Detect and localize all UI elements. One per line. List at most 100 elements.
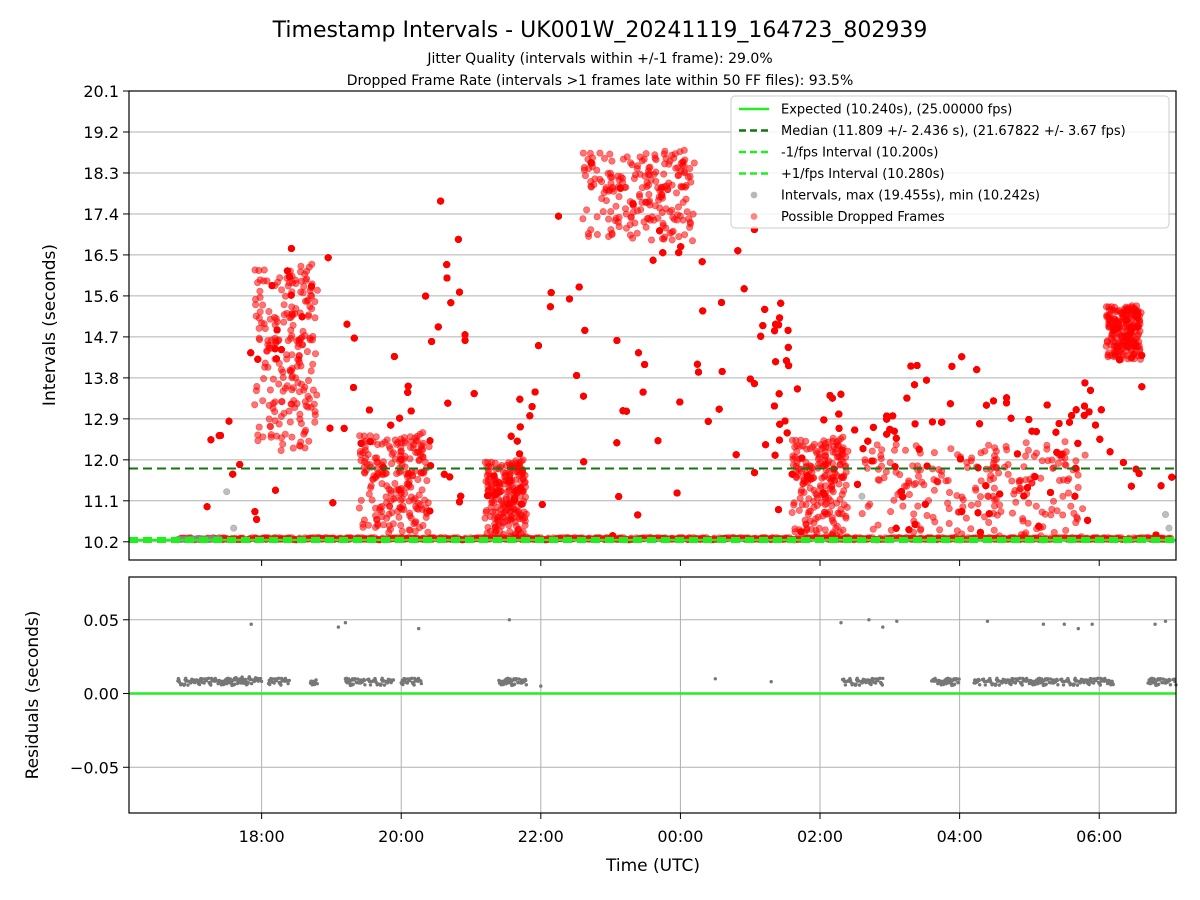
- interval-point: [296, 415, 304, 423]
- interval-point: [454, 235, 462, 243]
- interval-point: [407, 483, 415, 491]
- chart-subtitle-dropped: Dropped Frame Rate (intervals >1 frames …: [347, 73, 854, 89]
- interval-point: [443, 261, 451, 269]
- interval-point: [1085, 408, 1093, 416]
- interval-point: [513, 437, 521, 445]
- interval-point: [771, 327, 779, 335]
- interval-point: [784, 326, 792, 334]
- interval-point: [776, 314, 784, 322]
- interval-point: [263, 277, 271, 285]
- interval-point: [390, 352, 398, 360]
- interval-point: [266, 386, 274, 394]
- interval-point: [715, 405, 723, 413]
- interval-point: [304, 403, 312, 411]
- interval-point: [565, 295, 573, 303]
- interval-point: [356, 450, 364, 458]
- interval-point: [1087, 386, 1095, 394]
- interval-point: [255, 423, 263, 431]
- interval-point: [528, 403, 536, 411]
- interval-point: [297, 262, 305, 270]
- interval-point: [391, 479, 399, 487]
- interval-point: [280, 301, 288, 309]
- interval-point: [395, 513, 403, 521]
- interval-point: [759, 322, 767, 330]
- interval-point: [303, 275, 311, 283]
- interval-point: [279, 440, 287, 448]
- interval-point: [1007, 414, 1015, 422]
- interval-point: [349, 383, 357, 391]
- interval-point: [313, 391, 321, 399]
- interval-point: [1157, 482, 1165, 490]
- interval-point: [305, 263, 313, 271]
- interval-point: [371, 454, 379, 462]
- interval-point: [270, 313, 278, 321]
- interval-point: [580, 458, 588, 466]
- interval-point: [1097, 406, 1105, 414]
- interval-point: [428, 337, 436, 345]
- interval-point: [1055, 419, 1063, 427]
- interval-point: [619, 407, 627, 415]
- interval-point: [851, 426, 859, 434]
- interval-point: [989, 397, 997, 405]
- interval-point: [771, 451, 779, 459]
- interval-point: [634, 511, 642, 519]
- interval-point: [784, 343, 792, 351]
- interval-point: [717, 298, 725, 306]
- interval-point: [411, 519, 419, 527]
- interval-point: [297, 438, 305, 446]
- chart-subtitle-jitter: Jitter Quality (intervals within +/-1 fr…: [426, 51, 772, 67]
- interval-point: [256, 287, 264, 295]
- interval-point: [285, 407, 293, 415]
- interval-point: [289, 444, 297, 452]
- interval-point: [278, 398, 286, 406]
- interval-point: [889, 412, 897, 420]
- interval-point: [268, 344, 276, 352]
- interval-point: [299, 327, 307, 335]
- interval-point: [639, 388, 647, 396]
- interval-point: [304, 392, 312, 400]
- interval-point: [387, 421, 395, 429]
- interval-point: [278, 286, 286, 294]
- interval-point: [649, 256, 657, 264]
- interval-point: [783, 429, 791, 437]
- interval-point: [253, 515, 261, 523]
- interval-point: [1002, 399, 1010, 407]
- interval-point: [414, 475, 422, 483]
- interval-point: [835, 424, 843, 432]
- interval-point: [406, 512, 414, 520]
- interval-point: [396, 414, 404, 422]
- interval-point: [775, 436, 783, 444]
- interval-point: [869, 423, 877, 431]
- interval-point: [265, 307, 273, 315]
- interval-point: [371, 504, 379, 512]
- interval-point: [762, 441, 770, 449]
- interval-point: [406, 526, 414, 534]
- interval-point: [277, 446, 285, 454]
- interval-point: [272, 339, 280, 347]
- interval-point: [718, 367, 726, 375]
- interval-point: [1106, 448, 1114, 456]
- interval-point: [297, 362, 305, 370]
- interval-point: [1052, 428, 1060, 436]
- interval-point: [203, 503, 211, 511]
- interval-point: [414, 505, 422, 513]
- interval-point: [311, 418, 319, 426]
- interval-point: [694, 368, 702, 376]
- interval-point: [264, 337, 272, 345]
- interval-point: [363, 460, 371, 468]
- interval-point: [225, 417, 233, 425]
- interval-point: [732, 451, 740, 459]
- interval-point: [892, 434, 900, 442]
- interval-point: [419, 439, 427, 447]
- interval-point: [388, 460, 396, 468]
- interval-point: [1084, 516, 1092, 524]
- interval-point: [397, 489, 405, 497]
- interval-point: [974, 509, 982, 517]
- interval-point: [777, 299, 785, 307]
- interval-point: [910, 381, 918, 389]
- interval-point: [294, 379, 302, 387]
- interval-point: [396, 504, 404, 512]
- interval-point: [948, 362, 956, 370]
- interval-point: [288, 433, 296, 441]
- interval-point: [415, 499, 423, 507]
